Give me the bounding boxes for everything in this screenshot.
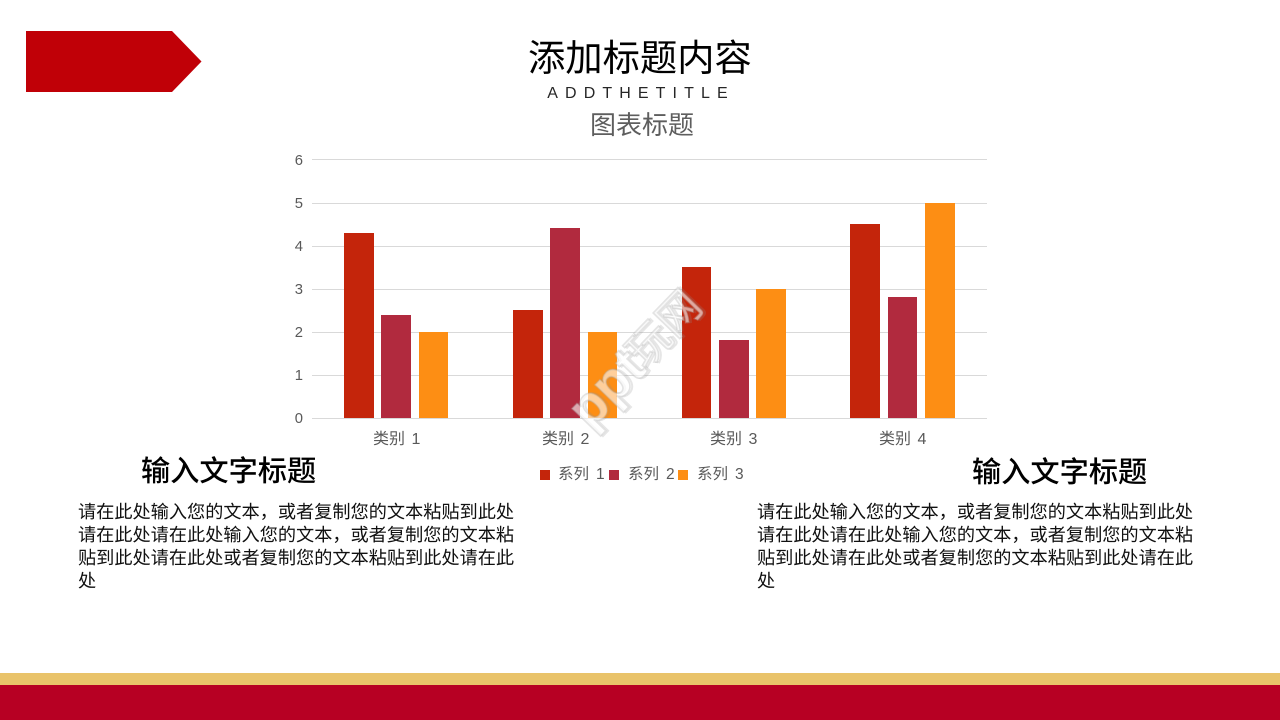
svg-text:3: 3 xyxy=(749,431,758,448)
svg-text:3: 3 xyxy=(294,282,302,298)
svg-text:0: 0 xyxy=(294,411,302,427)
svg-text:2: 2 xyxy=(666,466,675,483)
svg-text:4: 4 xyxy=(918,431,927,448)
svg-text:6: 6 xyxy=(294,153,302,169)
svg-text:2: 2 xyxy=(580,431,589,448)
svg-text:1: 1 xyxy=(596,466,605,483)
svg-text:1: 1 xyxy=(411,431,420,448)
svg-text:3: 3 xyxy=(735,466,744,483)
svg-text:2: 2 xyxy=(294,325,302,341)
svg-text:5: 5 xyxy=(294,196,302,212)
svg-text:ADDTHETITLE: ADDTHETITLE xyxy=(547,85,734,102)
svg-text:4: 4 xyxy=(294,239,302,255)
svg-text:1: 1 xyxy=(294,368,302,384)
